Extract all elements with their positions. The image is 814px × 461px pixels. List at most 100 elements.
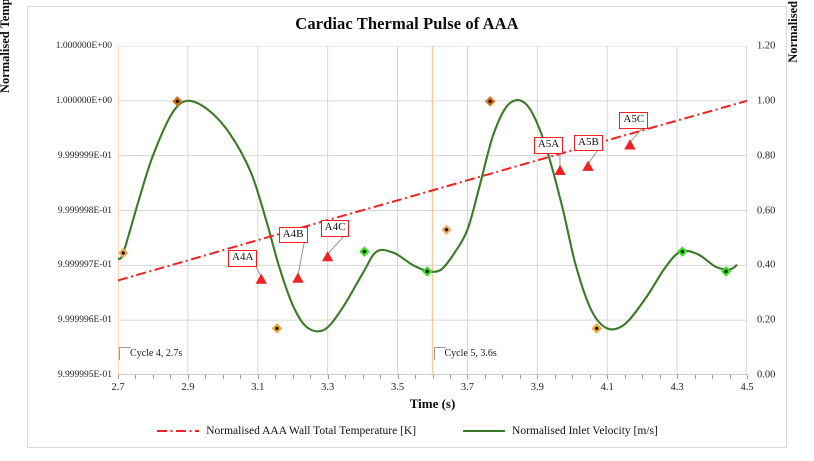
x-axis-minor-tick	[607, 375, 609, 379]
x-axis-minor-tick	[484, 375, 486, 379]
legend-swatch-dash-dot-line	[157, 429, 200, 433]
x-axis-minor-tick	[380, 375, 382, 379]
legend-item[interactable]: Normalised Inlet Velocity [m/s]	[462, 425, 658, 437]
annotation-label-a5b: A5B	[574, 134, 603, 152]
x-axis-minor-tick	[222, 375, 224, 379]
annotation-label-a4b: A4B	[278, 226, 308, 244]
x-axis-tick-label: 3.7	[460, 382, 474, 393]
x-axis-minor-tick	[589, 375, 591, 379]
x-axis-minor-tick	[345, 375, 347, 379]
annotation-triangle-marker	[255, 273, 267, 284]
plot-svg	[118, 46, 747, 375]
velocity-marker-center-dot	[724, 269, 728, 274]
annotation-leader-line	[297, 239, 306, 276]
velocity-marker-center-dot	[595, 326, 599, 331]
y-axis-right-tick-label: 0.60	[757, 205, 776, 216]
y-axis-left-tick-label: 9.999996E-01	[57, 315, 112, 326]
annotation-triangle-marker	[321, 251, 334, 262]
x-axis-minor-tick	[257, 375, 259, 379]
x-axis-minor-tick	[205, 375, 207, 379]
cycle-marker-label: Cycle 4, 2.7s	[130, 348, 183, 359]
x-axis-tick-label: 3.5	[390, 382, 405, 393]
y-axis-left-title: Normalised Temperature	[0, 0, 12, 94]
x-axis-minor-tick	[554, 375, 556, 379]
x-axis-minor-tick	[449, 375, 451, 379]
velocity-marker-center-dot	[444, 227, 449, 232]
x-axis-tick-label: 4.1	[600, 382, 614, 393]
x-axis-minor-tick	[677, 375, 679, 379]
x-axis-minor-tick	[642, 375, 644, 379]
x-axis-minor-tick	[729, 375, 731, 379]
velocity-marker-center-dot	[362, 249, 367, 254]
x-axis-minor-tick	[467, 375, 469, 379]
y-axis-left-tick-label: 1.000000E+00	[55, 95, 112, 106]
legend-item[interactable]: Normalised AAA Wall Total Temperature [K…	[156, 425, 416, 437]
x-axis-minor-tick	[275, 375, 277, 379]
annotation-label-a4c: A4C	[320, 220, 350, 238]
annotation-label-a4a: A4A	[228, 250, 258, 268]
x-axis-minor-tick	[502, 375, 504, 379]
annotation-triangle-marker	[292, 272, 304, 283]
y-axis-left-tick-label: 9.999997E-01	[57, 260, 112, 271]
x-axis-minor-tick	[519, 375, 521, 379]
legend-label: Normalised AAA Wall Total Temperature [K…	[206, 425, 417, 437]
y-axis-right-tick-label: 0.00	[757, 369, 776, 381]
series-line-wall-temperature	[118, 99, 747, 282]
y-axis-left-tick-label: 9.999998E-01	[57, 205, 112, 216]
chart-legend: Normalised AAA Wall Total Temperature [K…	[0, 425, 814, 437]
x-axis-minor-tick	[362, 375, 364, 379]
x-axis-minor-tick	[187, 375, 189, 379]
annotation-triangle-marker	[554, 164, 566, 175]
x-axis-title: Time (s)	[409, 396, 456, 411]
x-axis-tick-label: 2.7	[111, 382, 125, 393]
x-axis-tick-label: 3.9	[530, 382, 544, 393]
x-axis-minor-tick	[292, 375, 294, 379]
y-axis-left-tick-label: 9.999995E-01	[57, 370, 112, 380]
y-axis-left-tick-label: 9.999999E-01	[57, 150, 112, 161]
x-axis-tick-label: 2.9	[181, 382, 195, 393]
y-axis-left-tick-label: 1.000000E+00	[55, 41, 112, 51]
series-line-inlet-velocity	[118, 99, 738, 333]
x-axis-minor-tick	[118, 375, 119, 379]
x-axis-minor-tick	[152, 375, 154, 379]
x-axis-minor-tick	[747, 375, 748, 379]
x-axis-minor-tick	[537, 375, 539, 379]
chart-frame	[27, 6, 787, 448]
velocity-marker-center-dot	[121, 251, 125, 255]
x-axis-minor-tick	[712, 375, 714, 379]
cycle-marker-label: Cycle 5, 3.6s	[444, 348, 497, 359]
x-axis-minor-tick	[170, 375, 172, 379]
velocity-marker-center-dot	[275, 326, 279, 331]
x-axis-minor-tick	[694, 375, 696, 379]
annotation-triangle-marker	[582, 160, 594, 171]
x-axis-minor-tick	[572, 375, 574, 379]
x-axis-minor-tick	[659, 375, 661, 379]
cycle-marker-leader	[433, 347, 446, 360]
velocity-marker-center-dot	[425, 269, 429, 274]
chart-title: Cardiac Thermal Pulse of AAA	[295, 14, 519, 33]
plot-area	[118, 46, 747, 375]
x-axis-tick-label: 3.3	[321, 382, 335, 393]
annotation-label-a5a: A5A	[533, 137, 564, 154]
x-axis-minor-tick	[135, 375, 137, 379]
y-axis-right-tick-label: 0.80	[757, 150, 776, 162]
y-axis-right-title: Normalised Inlet Velocity	[786, 0, 801, 100]
x-axis-tick-label: 4.3	[670, 382, 684, 393]
x-axis-minor-tick	[432, 375, 434, 379]
y-axis-right-tick-label: 0.20	[757, 314, 776, 326]
x-axis-minor-tick	[327, 375, 329, 379]
cycle-marker-leader	[119, 347, 131, 360]
velocity-marker-center-dot	[175, 99, 180, 104]
y-axis-right-tick-label: 1.00	[757, 95, 776, 107]
velocity-marker-center-dot	[488, 99, 492, 104]
x-axis-minor-tick	[310, 375, 312, 379]
annotation-label-a5c: A5C	[619, 112, 649, 129]
x-axis-minor-tick	[415, 375, 417, 379]
legend-label: Normalised Inlet Velocity [m/s]	[512, 425, 658, 437]
x-axis-tick-label: 3.1	[251, 382, 265, 393]
x-axis-minor-tick	[624, 375, 626, 379]
x-axis-tick-label: 4.5	[740, 382, 754, 393]
annotation-triangle-marker	[624, 139, 636, 150]
velocity-marker-center-dot	[680, 249, 685, 254]
